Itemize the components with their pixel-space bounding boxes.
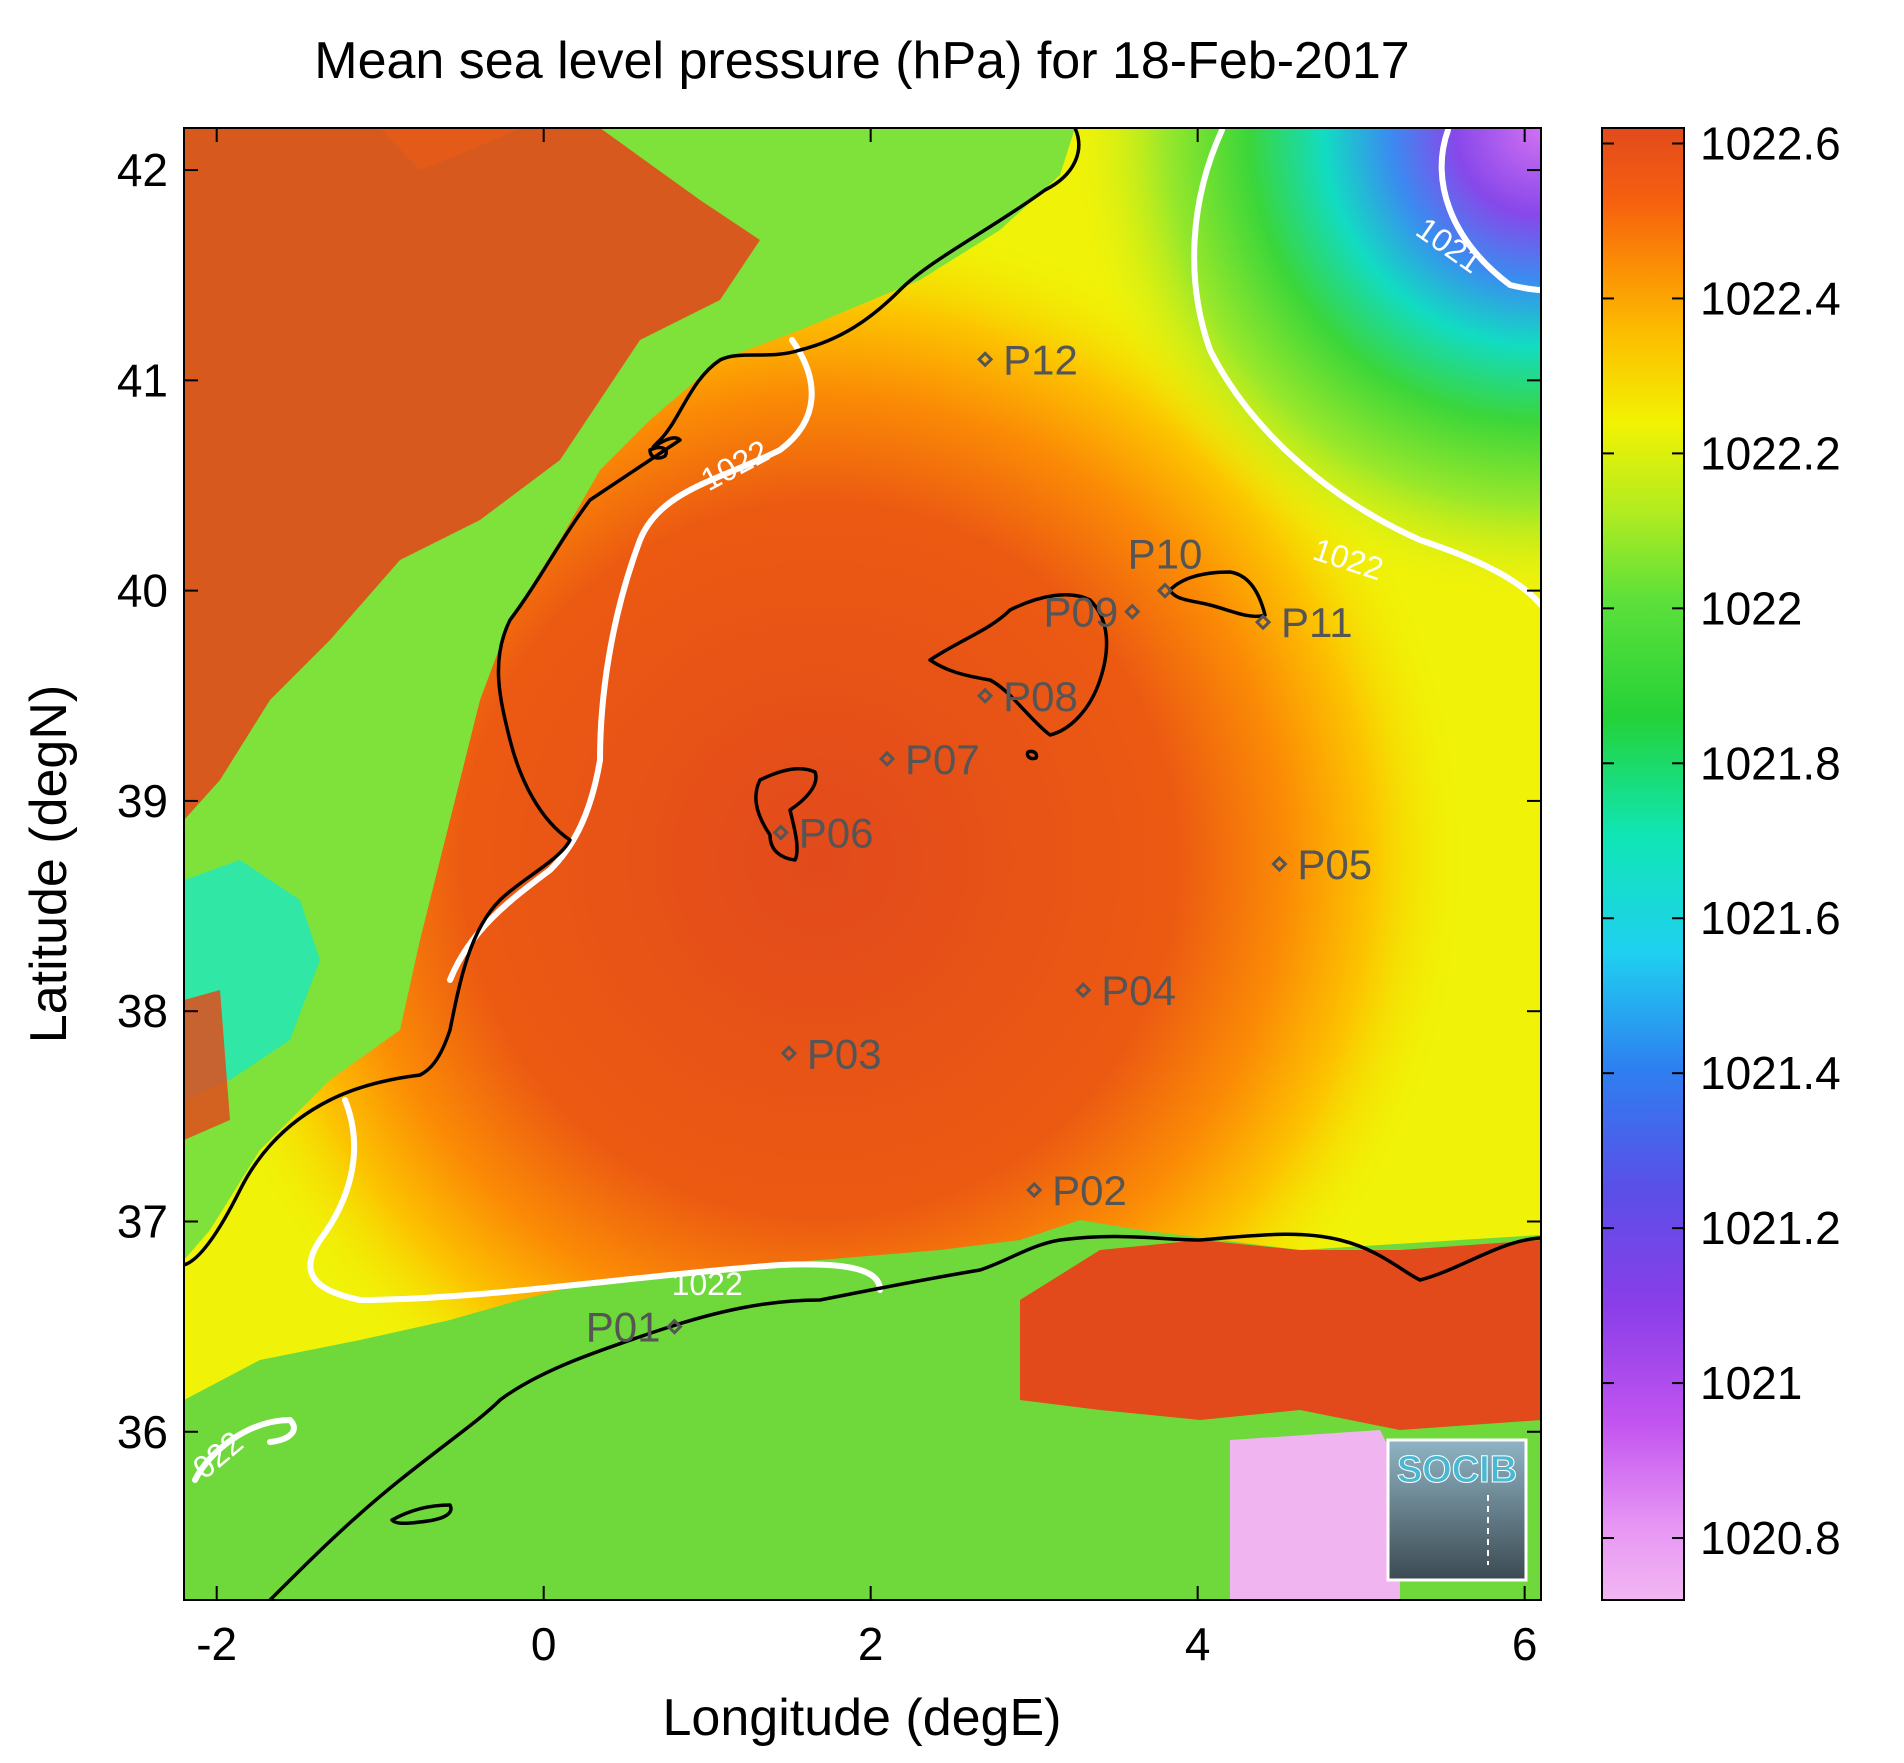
station-label: P04 bbox=[1101, 967, 1176, 1014]
station-label: P06 bbox=[799, 809, 874, 856]
colorbar-tick-label: 1021.6 bbox=[1700, 892, 1841, 944]
plot-frame bbox=[183, 127, 1542, 1601]
chart-title: Mean sea level pressure (hPa) for 18-Feb… bbox=[314, 32, 1409, 90]
africa-coast bbox=[268, 1232, 1541, 1600]
cabrera-coast bbox=[1025, 749, 1039, 761]
isobar-1022-southwest bbox=[192, 1416, 297, 1483]
station-marker bbox=[772, 824, 789, 841]
isobar-1022-south bbox=[307, 1097, 883, 1304]
x-axis: -2 0 2 4 6 bbox=[196, 128, 1537, 1670]
station-marker bbox=[1124, 603, 1141, 620]
colorbar-tick-label: 1022.2 bbox=[1700, 427, 1841, 479]
colorbar-tick-label: 1021.2 bbox=[1700, 1202, 1841, 1254]
station-marker bbox=[1075, 982, 1092, 999]
socib-logo: SOCIB bbox=[1386, 1438, 1528, 1582]
station-label: P09 bbox=[1044, 589, 1119, 636]
x-tick-label: -2 bbox=[196, 1618, 237, 1670]
station-label: P08 bbox=[1003, 673, 1078, 720]
colorbar-tick-label: 1022 bbox=[1700, 582, 1802, 634]
station-marker bbox=[666, 1318, 683, 1335]
x-tick-label: 2 bbox=[858, 1618, 884, 1670]
y-tick-label: 42 bbox=[117, 144, 168, 196]
africa-high-land bbox=[1020, 1240, 1541, 1430]
station-label: P07 bbox=[905, 736, 980, 783]
station-label: P11 bbox=[1281, 599, 1353, 646]
colorbar-tick-label: 1021.4 bbox=[1700, 1047, 1841, 1099]
alboran-coast bbox=[390, 1503, 453, 1526]
y-tick-label: 36 bbox=[117, 1406, 168, 1458]
logo-box bbox=[1386, 1438, 1528, 1582]
colorbar-tick-label: 1022.6 bbox=[1700, 117, 1841, 169]
station-marker bbox=[976, 687, 994, 704]
station-label: P01 bbox=[586, 1304, 661, 1351]
iberia-red-patch bbox=[184, 990, 230, 1140]
colorbar-tick-label: 1021.8 bbox=[1700, 737, 1841, 789]
station-marker bbox=[1271, 855, 1288, 873]
y-tick-label: 40 bbox=[117, 565, 168, 617]
station-label: P12 bbox=[1003, 336, 1078, 383]
menorca-coast bbox=[1168, 570, 1267, 618]
y-tick-label: 39 bbox=[117, 775, 168, 827]
y-tick-label: 41 bbox=[117, 354, 168, 406]
station-marker bbox=[976, 351, 994, 368]
africa-low-patch bbox=[1230, 1430, 1400, 1600]
x-tick-label: 0 bbox=[531, 1618, 557, 1670]
ibiza-coast bbox=[754, 767, 818, 862]
x-tick-label: 6 bbox=[1512, 1618, 1538, 1670]
isobar-1021 bbox=[1438, 128, 1541, 293]
contour-label: 1022 bbox=[672, 1266, 743, 1302]
colorbar-tick-label: 1020.8 bbox=[1700, 1512, 1841, 1564]
station-label: P10 bbox=[1128, 531, 1203, 578]
mallorca-coast bbox=[928, 593, 1109, 737]
isobar-1022-northeast bbox=[1191, 128, 1541, 608]
y-tick-label: 37 bbox=[117, 1195, 168, 1247]
iberia-high-land bbox=[184, 128, 760, 820]
iberia-coast bbox=[184, 128, 1081, 1267]
colorbar bbox=[1601, 127, 1685, 1601]
coastlines bbox=[184, 128, 1541, 1600]
colorbar-tick-label: 1021 bbox=[1700, 1357, 1802, 1409]
station-marker bbox=[1026, 1181, 1043, 1199]
station-marker bbox=[780, 1045, 798, 1062]
colorbar-ticks: 1022.6 1022.4 1022.2 1022 1021.8 1021.6 1021.4… bbox=[1602, 117, 1841, 1564]
pressure-field bbox=[184, 128, 1541, 1600]
columbretes-coast bbox=[648, 445, 668, 460]
station-label: P05 bbox=[1297, 841, 1372, 888]
station-marker bbox=[1156, 582, 1174, 599]
colorbar-tick-label: 1022.4 bbox=[1700, 272, 1841, 324]
isobars bbox=[192, 128, 1541, 1483]
station-marker bbox=[1254, 614, 1272, 631]
y-tick-label: 38 bbox=[117, 985, 168, 1037]
station-marker bbox=[878, 750, 896, 767]
logo-text: SOCIB bbox=[1397, 1449, 1517, 1491]
y-axis: 36 37 38 39 40 41 42 bbox=[117, 144, 1541, 1458]
isobar-1022-west bbox=[447, 337, 815, 983]
x-tick-label: 4 bbox=[1185, 1618, 1211, 1670]
station-label: P03 bbox=[807, 1030, 882, 1077]
station-label: P02 bbox=[1052, 1167, 1127, 1214]
x-axis-label: Longitude (degE) bbox=[663, 1689, 1062, 1747]
y-axis-label: Latitude (degN) bbox=[20, 685, 78, 1043]
